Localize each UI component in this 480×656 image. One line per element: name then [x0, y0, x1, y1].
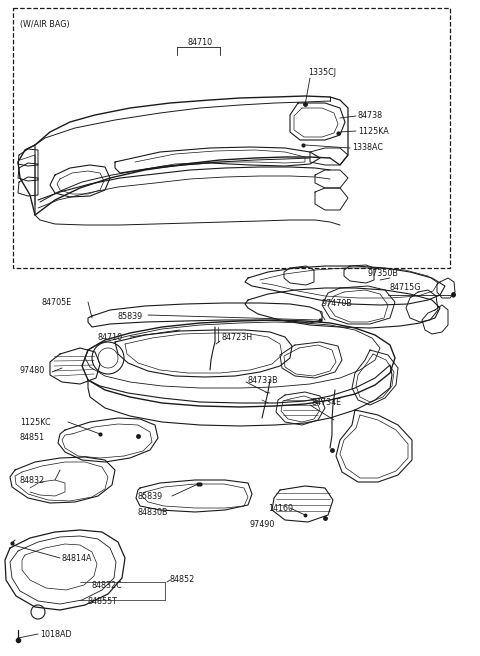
Text: 1338AC: 1338AC — [352, 144, 383, 152]
Text: 85839: 85839 — [118, 312, 143, 321]
Text: 84733B: 84733B — [248, 376, 278, 385]
Text: 14160: 14160 — [268, 504, 293, 513]
Text: 84705E: 84705E — [42, 298, 72, 307]
Text: 84738: 84738 — [358, 112, 383, 121]
Text: 84710: 84710 — [98, 333, 123, 342]
Text: 84814A: 84814A — [62, 554, 93, 563]
Text: 1018AD: 1018AD — [40, 630, 72, 639]
Text: 84734E: 84734E — [312, 398, 342, 407]
Text: 97350B: 97350B — [368, 269, 399, 278]
Text: 84851: 84851 — [20, 433, 45, 442]
Text: 84723H: 84723H — [222, 333, 253, 342]
Text: (W/AIR BAG): (W/AIR BAG) — [20, 20, 70, 29]
Text: 84852: 84852 — [170, 575, 195, 584]
Text: 84855T: 84855T — [87, 598, 117, 607]
Text: 97480: 97480 — [20, 366, 45, 375]
Text: 84715G: 84715G — [390, 283, 421, 292]
Text: 1335CJ: 1335CJ — [308, 68, 336, 77]
Text: 97490: 97490 — [250, 520, 276, 529]
Text: 1125KC: 1125KC — [20, 418, 50, 427]
Text: 85839: 85839 — [138, 492, 163, 501]
Text: 84830B: 84830B — [138, 508, 168, 517]
Text: 84832: 84832 — [20, 476, 45, 485]
Text: 84832C: 84832C — [92, 581, 123, 590]
Text: 1125KA: 1125KA — [358, 127, 389, 136]
Text: 97470B: 97470B — [322, 299, 353, 308]
Text: 84710: 84710 — [187, 38, 213, 47]
